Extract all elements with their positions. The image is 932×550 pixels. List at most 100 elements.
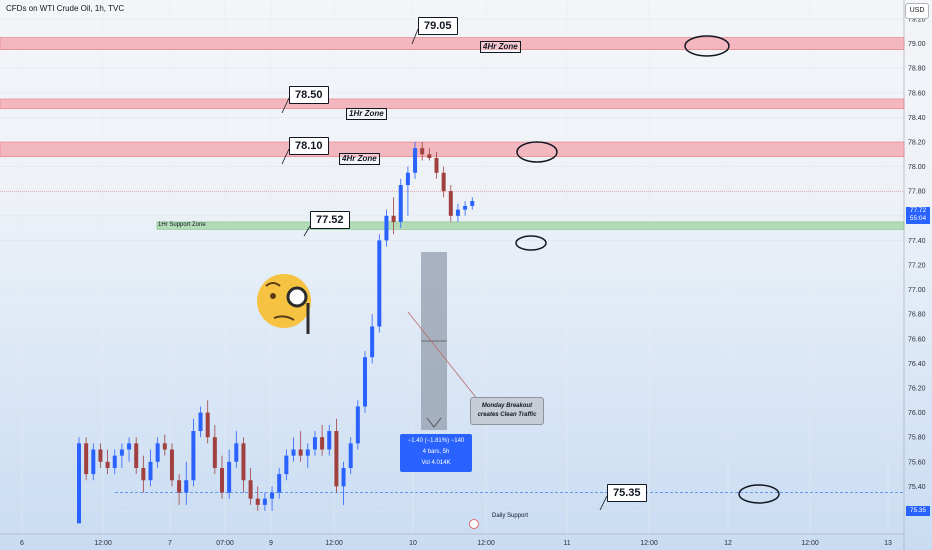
candle-body bbox=[370, 326, 375, 358]
last-price-tag: 77.72 55:04 bbox=[906, 207, 930, 224]
emoji-eye bbox=[270, 293, 276, 299]
hand-drawn-circle bbox=[738, 484, 780, 504]
measure-arrow bbox=[426, 417, 442, 428]
callout-pointer bbox=[411, 28, 419, 45]
x-tick-label: 10 bbox=[409, 540, 417, 547]
y-tick-label: 76.40 bbox=[908, 361, 926, 368]
candle-body bbox=[169, 449, 174, 481]
candle-body bbox=[391, 215, 396, 222]
x-tick-label: 13 bbox=[884, 540, 892, 547]
candle-body bbox=[434, 157, 439, 173]
candle-body bbox=[327, 431, 332, 450]
hand-drawn-circle bbox=[684, 35, 730, 57]
annotation-pointer bbox=[407, 311, 479, 401]
y-tick-label: 75.80 bbox=[908, 435, 926, 442]
candle-body bbox=[262, 498, 267, 505]
candle-body bbox=[241, 443, 246, 481]
y-tick-label: 78.60 bbox=[908, 90, 926, 97]
measure-bars: 4 bars, 5h bbox=[422, 449, 450, 455]
y-tick-label: 77.20 bbox=[908, 263, 926, 270]
candle-body bbox=[155, 443, 160, 462]
resistance-zone bbox=[0, 141, 905, 158]
candle-body bbox=[98, 449, 103, 462]
candle-body bbox=[398, 185, 403, 222]
callout-pointer bbox=[281, 148, 290, 165]
candle-body bbox=[298, 449, 303, 456]
hand-drawn-circle bbox=[516, 141, 558, 163]
candle-body bbox=[112, 455, 117, 468]
support-zone-label: 1Hr Support Zone bbox=[158, 222, 206, 228]
candle-body bbox=[312, 437, 317, 450]
support-zone bbox=[156, 221, 905, 230]
measure-tooltip: −1.40 (−1.81%) −140 4 bars, 5h Vol 4.014… bbox=[400, 434, 472, 472]
candle-body bbox=[334, 431, 339, 487]
event-marker-icon bbox=[469, 519, 479, 529]
candle-body bbox=[105, 461, 110, 468]
y-tick-label: 77.40 bbox=[908, 238, 926, 245]
measure-change: −1.40 (−1.81%) −140 bbox=[407, 438, 465, 444]
candle-body bbox=[84, 443, 89, 475]
candle-body bbox=[355, 406, 360, 444]
candle-body bbox=[384, 215, 389, 241]
callout-79-05: 79.05 bbox=[418, 17, 458, 35]
candle-body bbox=[91, 449, 96, 475]
candle-body bbox=[427, 154, 432, 158]
callout-pointer bbox=[281, 97, 290, 114]
currency-button[interactable]: USD bbox=[905, 3, 929, 19]
support-price-tag: 75.35 bbox=[906, 506, 930, 516]
candle-body bbox=[77, 443, 81, 524]
y-tick-label: 78.20 bbox=[908, 140, 926, 147]
candle-body bbox=[363, 357, 367, 407]
x-tick-label: 12:00 bbox=[801, 540, 819, 547]
daily-support-label: Daily Support bbox=[492, 513, 529, 519]
candle-body bbox=[148, 461, 153, 481]
candle-body bbox=[291, 449, 296, 456]
callout-78-10: 78.10 bbox=[289, 137, 329, 155]
candle-body bbox=[234, 443, 239, 462]
callout-pointer bbox=[599, 495, 608, 511]
candle-body bbox=[127, 443, 132, 450]
candle-body bbox=[162, 443, 167, 450]
resistance-zone bbox=[0, 98, 905, 110]
candle-body bbox=[377, 240, 382, 327]
y-tick-label: 76.80 bbox=[908, 312, 926, 319]
candle-body bbox=[184, 480, 189, 493]
candle-body bbox=[470, 201, 475, 206]
x-tick-label: 9 bbox=[269, 540, 273, 547]
chart-title: CFDs on WTI Crude Oil, 1h, TVC bbox=[6, 4, 125, 13]
callout-75-35: 75.35 bbox=[607, 484, 647, 502]
y-tick-label: 79.00 bbox=[908, 41, 926, 48]
candle-body bbox=[277, 474, 282, 493]
candle-body bbox=[463, 205, 468, 210]
emoji-brow bbox=[265, 282, 281, 287]
y-tick-label: 78.00 bbox=[908, 164, 926, 171]
callout-77-52: 77.52 bbox=[310, 211, 350, 229]
candle-body bbox=[119, 449, 124, 456]
annotation-note[interactable]: Monday Breakout creates Clean Traffic bbox=[470, 397, 544, 425]
bar-timer: 55:04 bbox=[909, 215, 927, 222]
y-tick-label: 75.60 bbox=[908, 459, 926, 466]
candle-body bbox=[448, 191, 453, 216]
measure-volume: Vol 4.014K bbox=[421, 460, 451, 466]
annotation-line-2: creates Clean Traffic bbox=[477, 412, 537, 418]
zone-label-1hr: 1Hr Zone bbox=[346, 108, 387, 120]
candle-body bbox=[341, 467, 346, 487]
candle-body bbox=[405, 172, 410, 186]
y-tick-label: 75.40 bbox=[908, 484, 926, 491]
y-tick-label: 76.20 bbox=[908, 386, 926, 393]
emoji-mouth bbox=[273, 315, 295, 321]
x-tick-label: 12:00 bbox=[477, 540, 495, 547]
y-tick-label: 76.60 bbox=[908, 336, 926, 343]
x-tick-label: 7 bbox=[168, 540, 172, 547]
candle-body bbox=[255, 498, 260, 505]
candle-body bbox=[220, 467, 224, 493]
x-tick-label: 12:00 bbox=[94, 540, 112, 547]
candle-body bbox=[348, 443, 353, 468]
zone-label-4hr-top: 4Hr Zone bbox=[480, 41, 521, 53]
y-tick-label: 76.00 bbox=[908, 410, 926, 417]
y-tick-label: 78.40 bbox=[908, 115, 926, 122]
resistance-zone bbox=[0, 37, 905, 51]
x-tick-label: 12:00 bbox=[640, 540, 658, 547]
